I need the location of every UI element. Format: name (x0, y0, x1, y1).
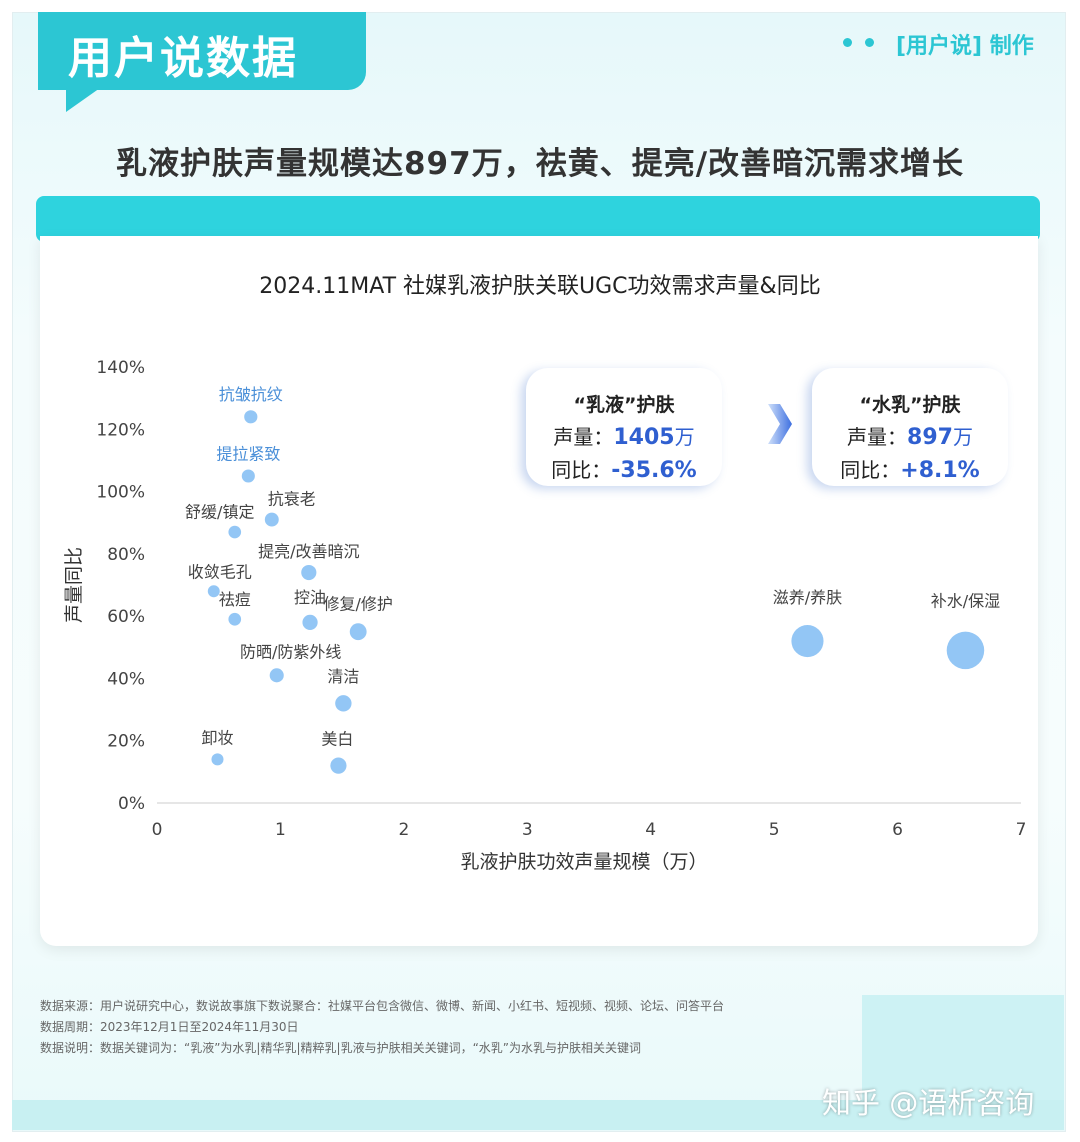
bubble-label: 美白 (321, 730, 353, 749)
bubble-label: 舒缓/镇定 (185, 503, 254, 522)
bubble-point (269, 668, 284, 683)
bubble-point (244, 410, 258, 424)
x-tick-label: 6 (892, 820, 903, 840)
bubble-label: 抗皱抗纹 (219, 385, 283, 404)
x-tick-label: 7 (1016, 820, 1027, 840)
corner-decoration (862, 995, 1064, 1100)
data-notes: 数据来源：用户说研究中心，数说故事旗下数说聚合：社媒平台包含微信、微博、新闻、小… (40, 996, 724, 1059)
bubble-point (946, 631, 985, 670)
y-tick-label: 120% (96, 420, 145, 440)
bubble-point (335, 695, 352, 712)
bottom-band (12, 1100, 1064, 1130)
bubble-label: 收敛毛孔 (188, 562, 252, 581)
bubble-point (207, 585, 220, 598)
emulsion-title: “乳液”护肤 (573, 394, 675, 416)
emulsion-yoy-row: 同比：-35.6% (526, 454, 722, 483)
brand-tab-tail (66, 88, 100, 112)
bubble-label: 控油 (294, 588, 326, 607)
bubble-label: 抗衰老 (268, 490, 316, 509)
emulsion-volume-label: 声量： (553, 425, 614, 449)
toner-volume-label: 声量： (847, 425, 908, 449)
x-tick-label: 0 (152, 820, 163, 840)
bubble-label: 修复/修护 (323, 594, 392, 613)
bubble-point (241, 469, 255, 483)
bubble-point (330, 757, 347, 774)
bubble-point (228, 525, 242, 539)
bubble-point (791, 624, 824, 658)
x-tick-label: 1 (275, 820, 286, 840)
toner-yoy-label: 同比： (840, 458, 901, 482)
x-tick-label: 5 (769, 820, 780, 840)
x-tick-label: 3 (522, 820, 533, 840)
y-tick-label: 20% (107, 732, 145, 752)
y-tick-label: 40% (107, 669, 145, 689)
chevron-right-icon (768, 404, 792, 444)
page-headline: 乳液护肤声量规模达897万，祛黄、提亮/改善暗沉需求增长 (115, 146, 965, 182)
bubble-point (264, 512, 279, 527)
header-bar (36, 196, 1040, 242)
note-explain: 数据说明：数据关键词为：“乳液”为水乳|精华乳|精粹乳|乳液与护肤相关关键词，“… (40, 1041, 642, 1055)
bubble-label: 防晒/防紫外线 (240, 642, 341, 661)
brand-tab (38, 12, 366, 90)
y-tick-label: 140% (96, 358, 145, 378)
note-period: 数据周期：2023年12月1日至2024年11月30日 (40, 1020, 299, 1034)
emulsion-yoy-label: 同比： (551, 458, 612, 482)
chart-card (40, 236, 1038, 946)
toner-yoy-value: +8.1% (900, 458, 980, 483)
bubble-label: 清洁 (327, 667, 359, 686)
brand-tab-title: 用户说数据 (68, 33, 298, 84)
emulsion-volume-row: 声量：1405万 (526, 421, 722, 450)
bubble-label: 提亮/改善暗沉 (258, 542, 359, 561)
x-axis-title: 乳液护肤功效声量规模（万） (460, 851, 707, 873)
y-tick-label: 0% (118, 794, 145, 814)
maker-label: [用户说] 制作 (896, 34, 1034, 59)
chart-title: 2024.11MAT 社媒乳液护肤关联UGC功效需求声量&同比 (259, 274, 821, 299)
toner-volume-value: 897 (907, 425, 953, 450)
emulsion-summary-box: “乳液”护肤 声量：1405万 同比：-35.6% (526, 368, 722, 486)
toner-summary-box: “水乳”护肤 声量：897万 同比：+8.1% (812, 368, 1008, 486)
toner-volume-row: 声量：897万 (812, 421, 1008, 450)
bubble-point (228, 612, 242, 626)
note-source: 数据来源：用户说研究中心，数说故事旗下数说聚合：社媒平台包含微信、微博、新闻、小… (40, 999, 725, 1013)
bubble-point (302, 614, 318, 630)
bubble-point (349, 623, 367, 641)
bubble-point (301, 564, 317, 581)
toner-volume-unit: 万 (952, 425, 973, 449)
emulsion-volume-unit: 万 (674, 425, 695, 449)
emulsion-volume-value: 1405 (613, 425, 675, 450)
bubble-label: 滋养/养肤 (773, 588, 842, 607)
y-axis-title: 声量同比 (63, 547, 85, 623)
toner-yoy-row: 同比：+8.1% (812, 454, 1008, 483)
bubble-point (211, 753, 224, 766)
bubble-label: 补水/保湿 (931, 592, 1000, 611)
y-tick-label: 100% (96, 483, 145, 503)
y-tick-label: 60% (107, 607, 145, 627)
x-tick-label: 4 (645, 820, 656, 840)
bubble-label: 提拉紧致 (216, 444, 280, 463)
emulsion-yoy-value: -35.6% (611, 458, 697, 483)
y-tick-label: 80% (107, 545, 145, 565)
bubble-label: 卸妆 (201, 728, 233, 747)
toner-title: “水乳”护肤 (859, 394, 961, 416)
watermark-text: 知乎 @语析咨询 (822, 1086, 1035, 1120)
bubble-label: 祛痘 (219, 590, 251, 609)
x-tick-label: 2 (398, 820, 409, 840)
